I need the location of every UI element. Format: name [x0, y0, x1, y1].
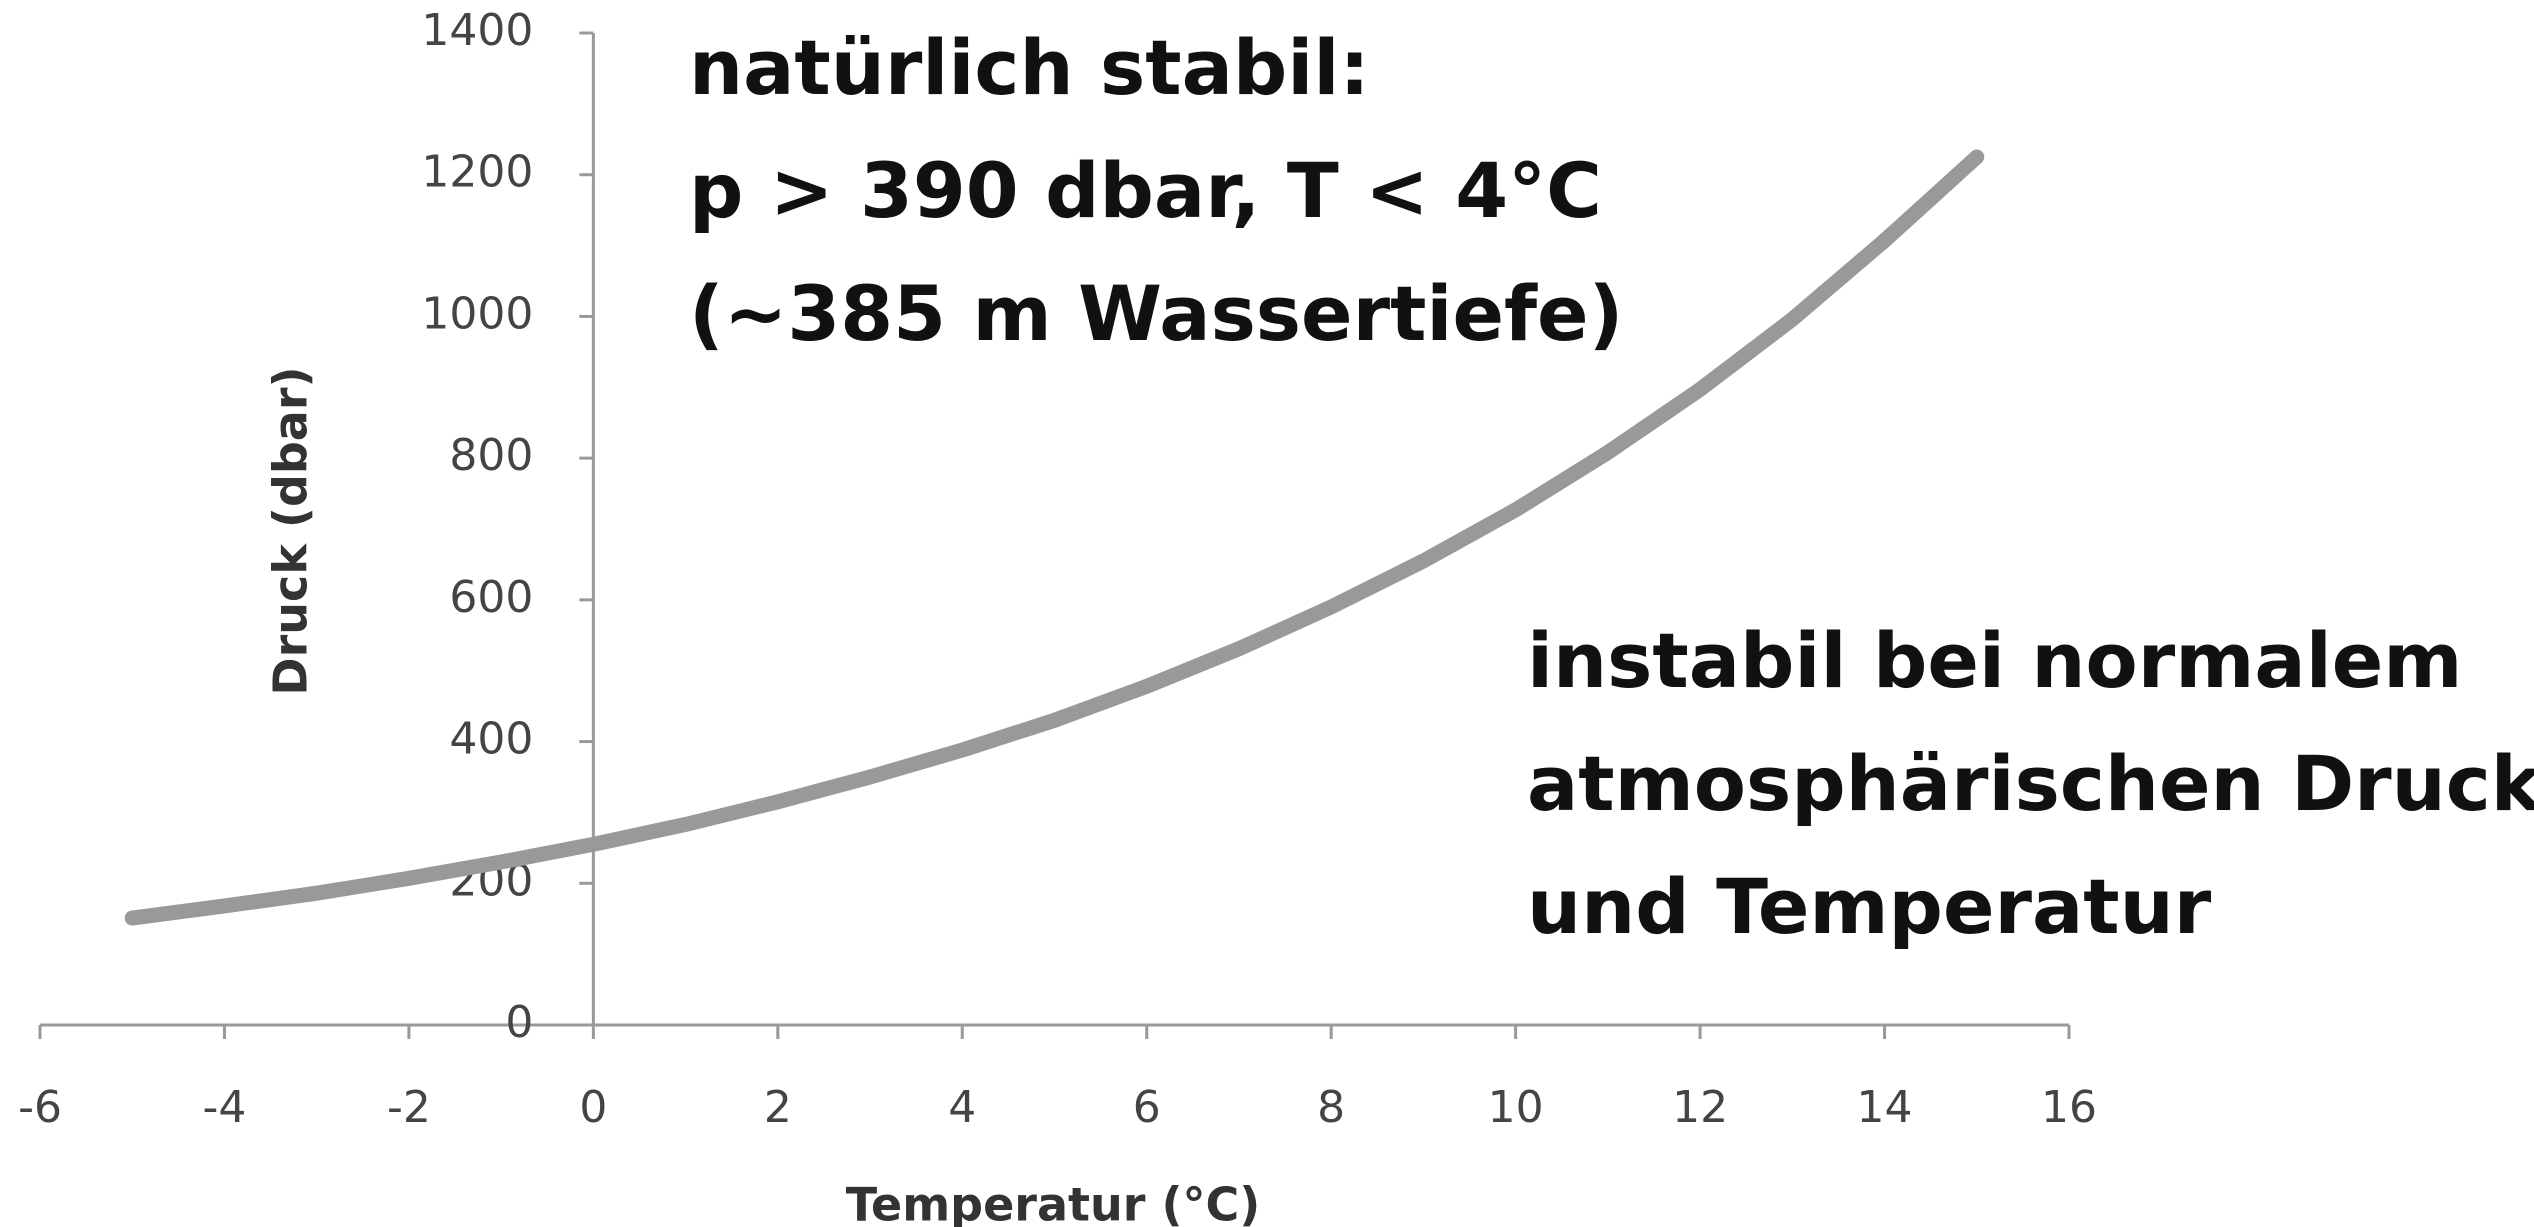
x-tick-label: 0 [579, 1082, 607, 1133]
x-tick-label: -2 [387, 1082, 431, 1133]
y-tick-label: 1400 [421, 5, 533, 56]
y-tick-label: 600 [449, 572, 533, 623]
y-tick-label: 800 [449, 430, 533, 481]
y-tick-label: 0 [505, 997, 533, 1048]
x-tick-label: 10 [1488, 1082, 1544, 1133]
y-tick-label: 400 [449, 714, 533, 765]
annotation: und Temperatur [1527, 862, 2212, 951]
annotation: p > 390 dbar, T < 4°C [689, 146, 1602, 235]
x-tick-label: 12 [1672, 1082, 1728, 1133]
x-tick-label: -4 [203, 1082, 247, 1133]
x-tick-label: 6 [1133, 1082, 1161, 1133]
x-axis-title: Temperatur (°C) [846, 1178, 1261, 1227]
y-axis-title: Druck (dbar) [264, 366, 318, 695]
annotation: atmosphärischen Druck [1527, 739, 2534, 828]
x-tick-label: 16 [2041, 1082, 2097, 1133]
annotation: (~385 m Wassertiefe) [689, 269, 1623, 358]
x-tick-label: 8 [1317, 1082, 1345, 1133]
x-tick-label: 4 [948, 1082, 976, 1133]
y-tick-label: 1000 [421, 288, 533, 339]
annotation: natürlich stabil: [689, 23, 1370, 112]
data-line [124, 149, 1985, 926]
x-tick-label: -6 [18, 1082, 62, 1133]
y-tick-label: 1200 [421, 147, 533, 198]
x-tick-label: 14 [1857, 1082, 1913, 1133]
x-tick-label: 2 [764, 1082, 792, 1133]
annotation: instabil bei normalem [1527, 616, 2463, 705]
